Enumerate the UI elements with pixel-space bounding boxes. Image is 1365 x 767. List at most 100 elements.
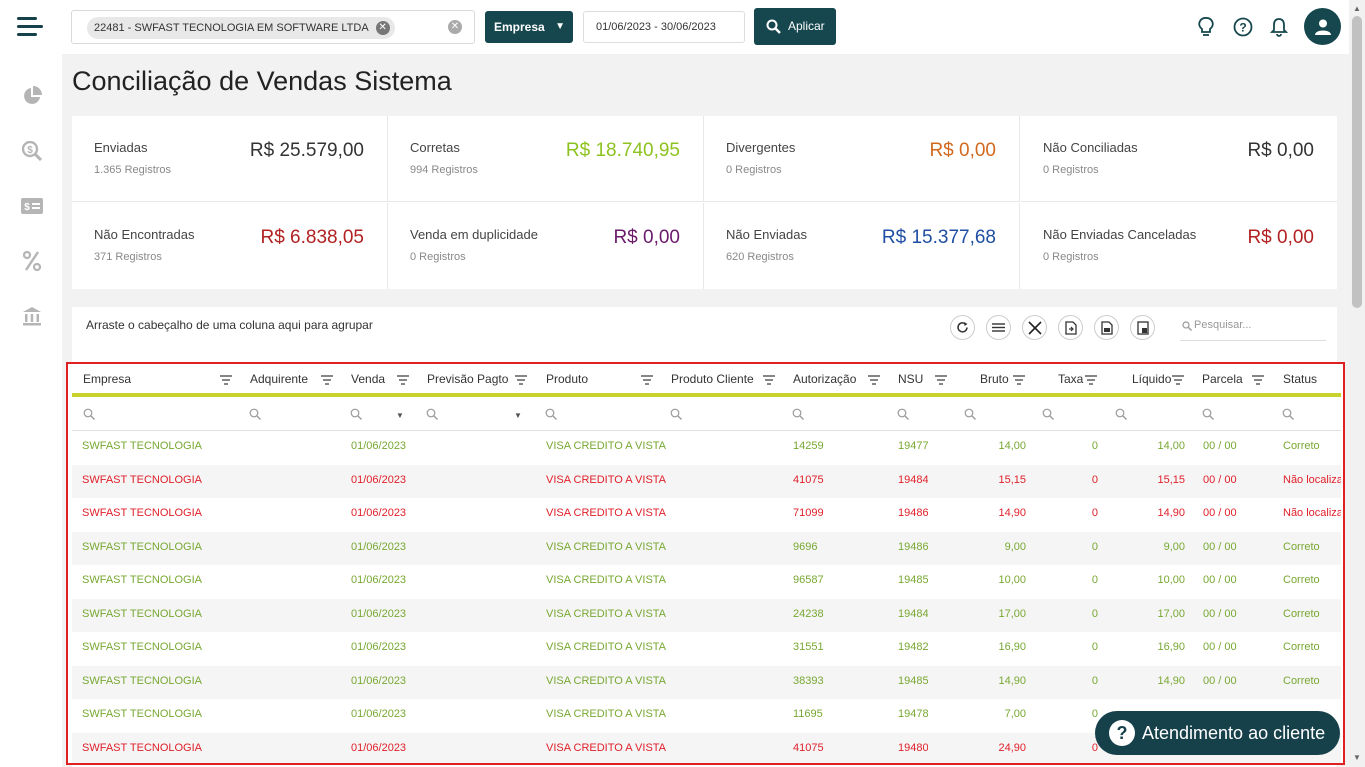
clear-selection-icon[interactable]: ✕ bbox=[448, 20, 462, 34]
table-row[interactable]: SWFAST TECNOLOGIA 01/06/2023 VISA CREDITO … bbox=[72, 665, 1341, 699]
kpi-nao-enviadas-canceladas[interactable]: Não Enviadas Canceladas 0 Registros R$ 0… bbox=[1021, 203, 1337, 289]
company-selector[interactable]: 22481 - SWFAST TECNOLOGIA EM SOFTWARE LT… bbox=[71, 10, 475, 44]
money-card-icon[interactable]: $ bbox=[20, 194, 44, 218]
column-filter-icon[interactable] bbox=[935, 375, 947, 385]
bank-icon[interactable] bbox=[20, 304, 44, 328]
table-row[interactable]: SWFAST TECNOLOGIA 01/06/2023 VISA CREDITO … bbox=[72, 498, 1341, 532]
page-scrollbar[interactable]: ▲ ▼ bbox=[1349, 0, 1365, 767]
pie-chart-icon[interactable] bbox=[20, 84, 44, 108]
column-header-autorizacao[interactable]: Autorização bbox=[793, 372, 857, 386]
table-row[interactable]: SWFAST TECNOLOGIA 01/06/2023 VISA CREDITO … bbox=[72, 598, 1341, 632]
kpi-count: 0 Registros bbox=[410, 251, 466, 263]
filter-search-icon[interactable] bbox=[426, 408, 438, 420]
top-bar: 22481 - SWFAST TECNOLOGIA EM SOFTWARE LT… bbox=[62, 0, 1349, 54]
table-row[interactable]: SWFAST TECNOLOGIA 01/06/2023 VISA CREDITO … bbox=[72, 632, 1341, 666]
search-icon bbox=[766, 19, 781, 34]
column-filter-icon[interactable] bbox=[220, 375, 232, 385]
kpi-enviadas[interactable]: Enviadas 1.365 Registros R$ 25.579,00 bbox=[72, 116, 388, 202]
cell-taxa: 0 bbox=[1091, 741, 1098, 754]
cell-liquido: 14,90 bbox=[1157, 507, 1185, 519]
menu-icon[interactable] bbox=[17, 17, 43, 39]
column-filter-icon[interactable] bbox=[868, 375, 880, 385]
kpi-nao-enviadas[interactable]: Não Enviadas 620 Registros R$ 15.377,68 bbox=[704, 203, 1020, 289]
cell-parcela: 00 / 00 bbox=[1203, 607, 1237, 620]
column-header-parcela[interactable]: Parcela bbox=[1202, 372, 1243, 386]
kpi-corretas[interactable]: Corretas 994 Registros R$ 18.740,95 bbox=[388, 116, 704, 202]
filter-search-icon[interactable] bbox=[897, 408, 909, 420]
scroll-up-icon[interactable]: ▲ bbox=[1353, 4, 1361, 13]
table-row[interactable]: SWFAST TECNOLOGIA 01/06/2023 VISA CREDITO … bbox=[72, 531, 1341, 565]
column-header-status[interactable]: Status bbox=[1283, 372, 1318, 386]
cell-autorizacao: 31551 bbox=[793, 641, 824, 653]
column-filter-icon[interactable] bbox=[515, 375, 527, 385]
search-money-icon[interactable]: $ bbox=[20, 139, 44, 163]
export-file-icon[interactable] bbox=[1058, 315, 1083, 340]
export-pdf-icon[interactable] bbox=[1094, 315, 1119, 340]
cell-liquido: 14,90 bbox=[1157, 674, 1185, 687]
cell-autorizacao: 11695 bbox=[793, 708, 823, 720]
column-header-liquido[interactable]: Líquido bbox=[1132, 372, 1172, 386]
filter-search-icon[interactable] bbox=[1202, 408, 1214, 420]
question-icon: ? bbox=[1109, 720, 1135, 746]
column-filter-icon[interactable] bbox=[1085, 375, 1097, 385]
cell-empresa: SWFAST TECNOLOGIA bbox=[82, 440, 203, 452]
filter-search-icon[interactable] bbox=[792, 408, 804, 420]
table-row[interactable]: SWFAST TECNOLOGIA 01/06/2023 VISA CREDITO … bbox=[72, 464, 1341, 498]
column-filter-icon[interactable] bbox=[1013, 375, 1025, 385]
table-row[interactable]: SWFAST TECNOLOGIA 01/06/2023 VISA CREDITO … bbox=[72, 699, 1341, 733]
column-filter-icon[interactable] bbox=[763, 375, 775, 385]
kpi-venda-duplicidade[interactable]: Venda em duplicidade 0 Registros R$ 0,00 bbox=[388, 203, 704, 289]
column-filter-icon[interactable] bbox=[321, 375, 333, 385]
column-header-taxa[interactable]: Taxa bbox=[1058, 372, 1084, 386]
scroll-thumb[interactable] bbox=[1352, 16, 1362, 308]
column-chooser-icon[interactable] bbox=[986, 315, 1011, 340]
percent-icon[interactable] bbox=[20, 249, 44, 273]
filter-search-icon[interactable] bbox=[1282, 408, 1294, 420]
bell-icon[interactable] bbox=[1268, 16, 1290, 38]
refresh-icon[interactable] bbox=[950, 315, 975, 340]
filter-search-icon[interactable] bbox=[670, 408, 682, 420]
date-range-input[interactable]: 01/06/2023 - 30/06/2023 bbox=[583, 11, 745, 43]
column-filter-icon[interactable] bbox=[1172, 375, 1184, 385]
kpi-nao-encontradas[interactable]: Não Encontradas 371 Registros R$ 6.838,0… bbox=[72, 203, 388, 289]
column-filter-icon[interactable] bbox=[1252, 375, 1264, 385]
column-header-nsu[interactable]: NSU bbox=[898, 372, 924, 386]
kpi-nao-conciliadas[interactable]: Não Conciliadas 0 Registros R$ 0,00 bbox=[1021, 116, 1337, 202]
column-header-produto-cliente[interactable]: Produto Cliente bbox=[671, 372, 754, 386]
column-header-venda[interactable]: Venda bbox=[351, 372, 386, 386]
kpi-divergentes[interactable]: Divergentes 0 Registros R$ 0,00 bbox=[704, 116, 1020, 202]
filter-type-select[interactable]: Empresa ▼ bbox=[485, 11, 573, 43]
column-filter-icon[interactable] bbox=[397, 375, 409, 385]
export-excel-icon[interactable] bbox=[1130, 315, 1155, 340]
column-header-produto[interactable]: Produto bbox=[546, 372, 589, 386]
customer-support-button[interactable]: ? Atendimento ao cliente bbox=[1095, 711, 1340, 755]
grid-search-input[interactable] bbox=[1194, 311, 1320, 339]
scroll-down-icon[interactable]: ▼ bbox=[1353, 753, 1361, 762]
apply-button[interactable]: Aplicar bbox=[754, 8, 836, 45]
clear-filter-icon[interactable] bbox=[1022, 315, 1047, 340]
table-row[interactable]: SWFAST TECNOLOGIA 01/06/2023 VISA CREDITO … bbox=[72, 431, 1341, 465]
column-filter-icon[interactable] bbox=[641, 375, 653, 385]
filter-search-icon[interactable] bbox=[964, 408, 976, 420]
user-avatar[interactable] bbox=[1304, 8, 1341, 45]
table-row[interactable]: SWFAST TECNOLOGIA 01/06/2023 VISA CREDITO … bbox=[72, 565, 1341, 599]
column-header-bruto[interactable]: Bruto bbox=[980, 372, 1009, 386]
kpi-value: R$ 0,00 bbox=[613, 227, 680, 248]
column-header-empresa[interactable]: Empresa bbox=[83, 372, 132, 386]
lightbulb-icon[interactable] bbox=[1195, 16, 1217, 38]
column-header-adquirente[interactable]: Adquirente bbox=[250, 372, 309, 386]
column-header-previsao-pagto[interactable]: Previsão Pagto bbox=[427, 372, 509, 386]
help-icon[interactable]: ? bbox=[1232, 16, 1254, 38]
company-chip[interactable]: 22481 - SWFAST TECNOLOGIA EM SOFTWARE LT… bbox=[87, 17, 395, 39]
filter-search-icon[interactable] bbox=[1042, 408, 1054, 420]
filter-dropdown-icon[interactable]: ▼ bbox=[396, 411, 404, 420]
filter-dropdown-icon[interactable]: ▼ bbox=[514, 411, 522, 420]
filter-search-icon[interactable] bbox=[350, 408, 362, 420]
group-panel-hint[interactable]: Arraste o cabeçalho de uma coluna aqui p… bbox=[86, 318, 373, 332]
filter-search-icon[interactable] bbox=[545, 408, 557, 420]
filter-search-icon[interactable] bbox=[249, 408, 261, 420]
cell-empresa: SWFAST TECNOLOGIA bbox=[82, 507, 203, 519]
filter-search-icon[interactable] bbox=[83, 408, 95, 420]
remove-chip-icon[interactable]: ✕ bbox=[375, 21, 390, 35]
filter-search-icon[interactable] bbox=[1115, 408, 1127, 420]
